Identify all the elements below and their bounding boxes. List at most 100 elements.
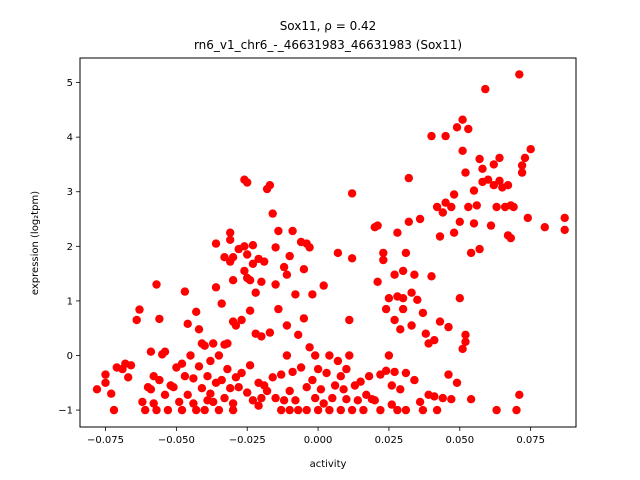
data-point <box>189 399 198 408</box>
data-point <box>495 176 504 185</box>
data-point <box>390 367 399 377</box>
data-point <box>322 368 331 378</box>
chart-title-line1: Sox11, ρ = 0.42 <box>280 19 377 33</box>
data-point <box>342 395 351 404</box>
data-point <box>313 405 323 415</box>
data-point <box>251 288 260 297</box>
data-point <box>319 281 328 290</box>
data-point <box>379 248 388 258</box>
data-point <box>503 181 513 190</box>
data-point <box>291 396 300 405</box>
y-tick-label: −1 <box>58 406 73 417</box>
data-point <box>398 304 408 314</box>
data-point <box>160 347 170 356</box>
data-point <box>240 242 249 251</box>
data-point <box>347 254 357 263</box>
data-point <box>214 351 224 360</box>
data-point <box>92 385 102 394</box>
data-point <box>183 319 192 328</box>
data-point <box>393 228 402 237</box>
data-point <box>282 270 292 279</box>
x-axis-label: activity <box>310 459 347 470</box>
data-point <box>333 248 343 258</box>
x-tick-label: 0.000 <box>304 435 333 446</box>
data-point <box>260 257 269 266</box>
data-point <box>398 266 408 276</box>
data-point <box>407 321 416 330</box>
data-point <box>418 405 428 415</box>
data-point <box>200 341 209 350</box>
data-point <box>515 390 524 399</box>
data-point <box>336 405 345 415</box>
data-point <box>506 233 515 243</box>
chart-title-line2: rn6_v1_chr6_-_46631983_46631983 (Sox11) <box>194 38 462 52</box>
data-point <box>308 290 317 299</box>
data-point <box>379 255 388 265</box>
data-point <box>342 364 351 374</box>
data-point <box>396 325 405 334</box>
data-point <box>189 374 198 383</box>
data-point <box>177 405 187 415</box>
x-tick-label: 0.050 <box>445 435 474 446</box>
data-point <box>268 373 277 382</box>
data-point <box>319 399 328 408</box>
data-point <box>206 356 215 366</box>
data-point <box>180 287 190 296</box>
data-point <box>447 395 456 404</box>
data-point <box>257 277 266 286</box>
data-point <box>398 294 408 303</box>
data-point <box>194 362 204 371</box>
data-point <box>523 213 532 223</box>
data-point <box>515 70 524 79</box>
data-point <box>107 389 116 398</box>
data-point <box>155 314 164 324</box>
data-point <box>163 405 173 415</box>
data-point <box>401 248 411 258</box>
y-tick-label: 4 <box>67 133 73 144</box>
data-point <box>492 202 501 212</box>
data-point <box>186 351 195 360</box>
data-point <box>302 383 311 392</box>
data-point <box>200 405 209 415</box>
data-point <box>175 397 184 407</box>
data-point <box>271 243 280 252</box>
data-point <box>240 266 249 276</box>
data-point <box>384 351 394 360</box>
data-point <box>370 396 379 405</box>
data-point <box>211 239 221 248</box>
data-point <box>132 315 141 325</box>
data-point <box>345 315 354 325</box>
data-point <box>206 389 215 398</box>
data-point <box>282 351 292 360</box>
data-point <box>517 168 527 177</box>
data-point <box>254 401 263 410</box>
data-point <box>305 243 314 252</box>
data-point <box>347 405 357 415</box>
data-point <box>458 146 467 155</box>
data-point <box>243 388 252 397</box>
x-tick-label: −0.025 <box>229 435 266 446</box>
data-point <box>214 405 224 415</box>
data-point <box>393 405 402 415</box>
data-point <box>413 295 422 304</box>
data-point <box>387 381 396 390</box>
data-point <box>124 373 133 382</box>
data-point <box>228 405 238 415</box>
data-point <box>299 265 309 274</box>
data-point <box>472 201 481 210</box>
data-point <box>353 396 362 405</box>
data-point <box>390 315 399 325</box>
data-point <box>384 294 394 303</box>
data-point <box>101 370 110 379</box>
data-point <box>427 131 436 141</box>
data-point <box>492 405 501 415</box>
data-point <box>248 259 258 268</box>
data-point <box>248 396 258 405</box>
data-point <box>373 277 382 286</box>
y-tick-label: 2 <box>67 242 73 253</box>
data-point <box>452 123 462 132</box>
data-point <box>520 153 530 163</box>
data-point <box>475 154 484 164</box>
y-tick-label: 3 <box>67 187 73 198</box>
